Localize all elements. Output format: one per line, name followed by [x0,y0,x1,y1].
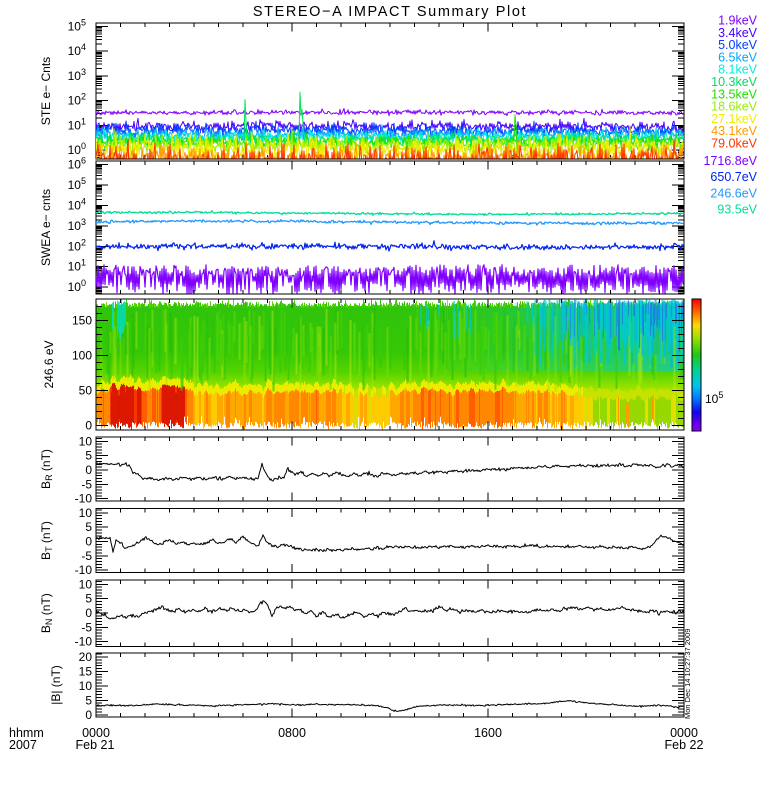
svg-text:-10: -10 [75,492,93,506]
svg-text:Feb 22: Feb 22 [665,738,704,752]
svg-text:10.3keV: 10.3keV [711,75,758,89]
svg-text:246.6eV: 246.6eV [710,186,757,200]
svg-text:0: 0 [85,708,92,722]
svg-text:5.0keV: 5.0keV [718,38,758,52]
svg-text:0800: 0800 [278,726,306,740]
svg-text:5: 5 [85,693,92,707]
svg-text:-5: -5 [81,620,92,634]
svg-text:Feb 21: Feb 21 [76,738,115,752]
svg-text:Mon Dec 14 10:27:37 2009: Mon Dec 14 10:27:37 2009 [683,629,692,719]
svg-text:BT (nT): BT (nT) [39,521,54,560]
svg-text:5: 5 [85,592,92,606]
svg-text:10: 10 [79,577,93,591]
svg-text:-5: -5 [81,477,92,491]
svg-text:15: 15 [79,664,93,678]
svg-text:1.9keV: 1.9keV [718,14,758,28]
svg-text:1600: 1600 [474,726,502,740]
svg-text:8.1keV: 8.1keV [718,63,758,77]
svg-text:|B| (nT): |B| (nT) [49,665,63,705]
svg-text:27.1keV: 27.1keV [711,112,758,126]
svg-text:246.6 eV: 246.6 eV [42,340,56,388]
svg-text:0: 0 [85,419,92,433]
svg-text:10: 10 [79,506,93,520]
svg-text:STEREO−A IMPACT Summary Plot: STEREO−A IMPACT Summary Plot [253,4,527,20]
svg-text:3.4keV: 3.4keV [718,26,758,40]
svg-text:93.5eV: 93.5eV [717,203,757,217]
svg-text:0000: 0000 [82,726,110,740]
svg-text:0: 0 [85,535,92,549]
svg-text:2007: 2007 [9,738,37,752]
svg-text:10: 10 [79,434,93,448]
svg-text:79.0keV: 79.0keV [711,137,758,151]
svg-text:hhmm: hhmm [9,726,44,740]
svg-text:100: 100 [72,349,92,363]
svg-text:SWEA e− cnts: SWEA e− cnts [39,189,53,266]
svg-text:0: 0 [85,606,92,620]
svg-text:-5: -5 [81,549,92,563]
svg-text:STE e− Cnts: STE e− Cnts [39,57,53,125]
svg-text:5: 5 [85,449,92,463]
svg-text:18.6keV: 18.6keV [711,100,758,114]
svg-text:50: 50 [79,384,93,398]
svg-text:BN (nT): BN (nT) [39,593,54,633]
svg-text:43.1keV: 43.1keV [711,124,758,138]
svg-text:10: 10 [79,679,93,693]
svg-text:0: 0 [85,463,92,477]
svg-text:20: 20 [79,650,93,664]
svg-text:650.7eV: 650.7eV [710,170,757,184]
svg-text:0000: 0000 [670,726,698,740]
svg-text:BR (nT): BR (nT) [39,449,54,489]
svg-text:150: 150 [72,314,92,328]
svg-text:-10: -10 [75,635,93,649]
svg-text:1716.8eV: 1716.8eV [703,154,757,168]
svg-text:-10: -10 [75,563,93,577]
svg-text:5: 5 [85,520,92,534]
svg-text:6.5keV: 6.5keV [718,50,758,64]
svg-text:13.5keV: 13.5keV [711,87,758,101]
